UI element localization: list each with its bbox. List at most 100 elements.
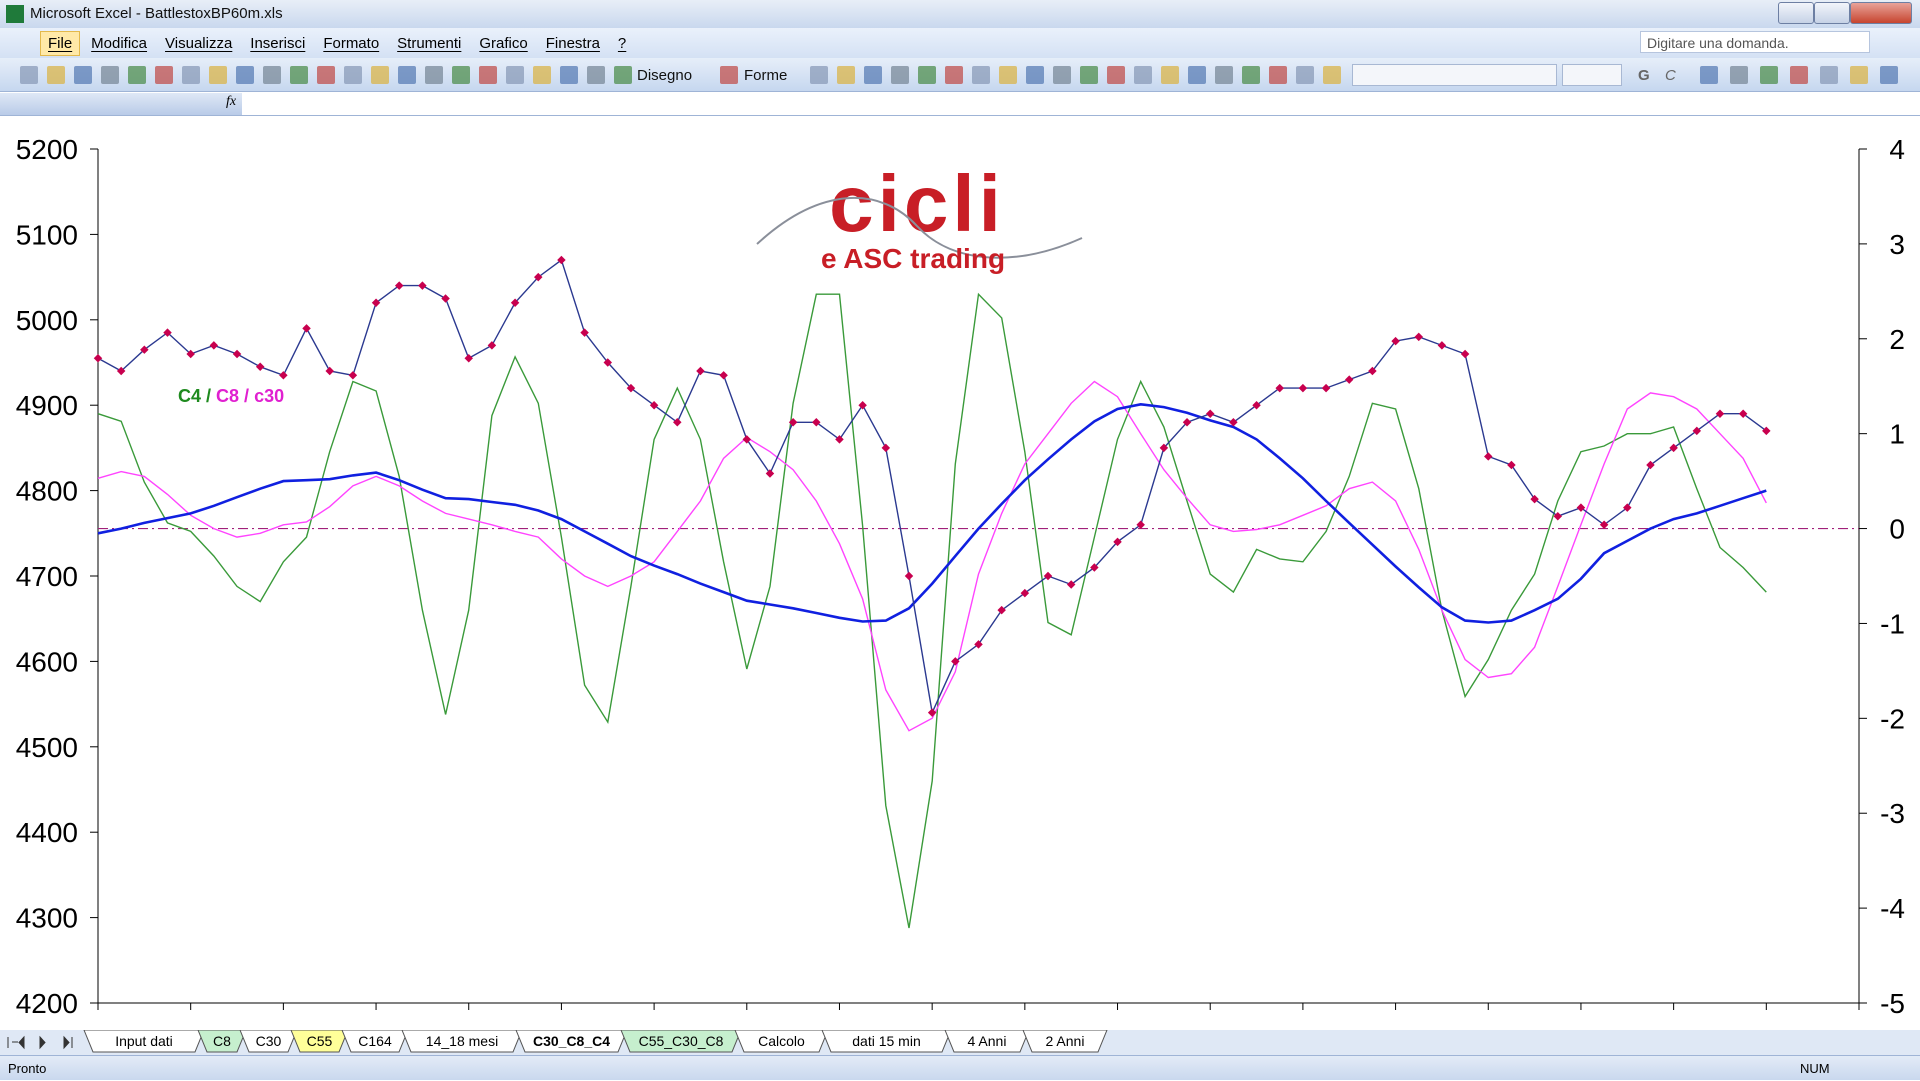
toolbar-button[interactable] xyxy=(74,66,92,84)
toolbar-button[interactable] xyxy=(864,66,882,84)
fx-icon[interactable]: fx xyxy=(226,94,237,109)
y-tick-label: 4900 xyxy=(16,390,78,421)
sheet-tab[interactable]: Calcolo xyxy=(734,1030,829,1053)
toolbar-button[interactable] xyxy=(918,66,936,84)
toolbar-button[interactable] xyxy=(1242,66,1260,84)
data-point xyxy=(325,366,334,376)
help-box[interactable]: Digitare una domanda. xyxy=(1640,31,1870,53)
toolbar-button[interactable] xyxy=(1269,66,1287,84)
toolbar-button[interactable] xyxy=(128,66,146,84)
toolbar-button[interactable] xyxy=(182,66,200,84)
toolbar-button[interactable] xyxy=(425,66,443,84)
sheet-tab[interactable]: dati 15 min xyxy=(821,1030,952,1053)
sheet-tab[interactable]: C55_C30_C8 xyxy=(620,1030,742,1053)
toolbar-button[interactable] xyxy=(155,66,173,84)
toolbar-button[interactable] xyxy=(1760,66,1778,84)
maximize-button[interactable] xyxy=(1814,2,1850,24)
toolbar-button[interactable] xyxy=(1026,66,1044,84)
data-point xyxy=(649,400,659,410)
data-point xyxy=(1762,426,1771,436)
menu-item[interactable]: ? xyxy=(617,34,627,52)
menu-item[interactable]: File xyxy=(40,30,81,56)
toolbar-button[interactable] xyxy=(587,66,605,84)
toolbar-button[interactable] xyxy=(972,66,990,84)
menu-item[interactable]: Grafico xyxy=(479,34,528,52)
toolbar-button[interactable] xyxy=(371,66,389,84)
tab-shape xyxy=(1022,1030,1108,1053)
italic-button[interactable]: C xyxy=(1665,67,1676,84)
toolbar-button[interactable] xyxy=(945,66,963,84)
toolbar-button[interactable] xyxy=(1730,66,1748,84)
bold-button[interactable]: G xyxy=(1638,67,1650,84)
y2-tick-label: 3 xyxy=(1889,229,1905,260)
y2-tick-label: 0 xyxy=(1889,514,1905,545)
toolbar-button[interactable] xyxy=(837,66,855,84)
toolbar-button[interactable] xyxy=(891,66,909,84)
toolbar-button[interactable] xyxy=(614,66,632,84)
toolbar-button[interactable] xyxy=(236,66,254,84)
toolbar-button[interactable] xyxy=(1161,66,1179,84)
shapes-menu[interactable]: Forme xyxy=(744,67,788,84)
data-point xyxy=(765,469,775,478)
font-combo[interactable] xyxy=(1352,64,1557,86)
minimize-button[interactable] xyxy=(1778,2,1814,24)
close-button[interactable] xyxy=(1850,2,1912,24)
toolbar-button[interactable] xyxy=(1296,66,1314,84)
toolbar-button[interactable] xyxy=(1215,66,1233,84)
menu-item[interactable]: Finestra xyxy=(545,34,600,52)
toolbar-button[interactable] xyxy=(47,66,65,84)
toolbar-button[interactable] xyxy=(1188,66,1206,84)
sheet-tab[interactable]: 4 Anni xyxy=(944,1030,1030,1053)
series-line xyxy=(97,380,1767,732)
toolbar-button[interactable] xyxy=(1053,66,1071,84)
sheet-tab[interactable]: C30 xyxy=(239,1030,298,1053)
toolbar-button[interactable] xyxy=(560,66,578,84)
menu-item[interactable]: Inserisci xyxy=(250,34,306,52)
sheet-tab[interactable]: C30_C8_C4 xyxy=(515,1030,628,1053)
toolbar-button[interactable] xyxy=(1134,66,1152,84)
toolbar-button[interactable] xyxy=(1850,66,1868,84)
toolbar-button[interactable] xyxy=(1080,66,1098,84)
sheet-tab[interactable]: 14_18 mesi xyxy=(401,1030,523,1053)
toolbar-button[interactable] xyxy=(20,66,38,84)
toolbar-button[interactable] xyxy=(1323,66,1341,84)
toolbar-button[interactable] xyxy=(999,66,1017,84)
data-point xyxy=(441,294,450,303)
toolbar-button[interactable] xyxy=(720,66,738,84)
toolbar-button[interactable] xyxy=(398,66,416,84)
data-point xyxy=(788,418,798,427)
sheet-tab[interactable]: C55 xyxy=(290,1030,349,1053)
toolbar-button[interactable] xyxy=(101,66,119,84)
toolbar-button[interactable] xyxy=(1880,66,1898,84)
sheet-tab[interactable]: Input dati xyxy=(83,1030,205,1053)
menu-item[interactable]: Visualizza xyxy=(165,34,233,52)
sheet-tab[interactable]: 2 Anni xyxy=(1022,1030,1108,1053)
tab-scroll-buttons[interactable] xyxy=(7,1035,73,1050)
sheet-tab[interactable]: C8 xyxy=(197,1030,247,1053)
toolbar-button[interactable] xyxy=(810,66,828,84)
toolbar-button[interactable] xyxy=(1790,66,1808,84)
toolbar-button[interactable] xyxy=(263,66,281,84)
toolbar-button[interactable] xyxy=(479,66,497,84)
tab-label: C55 xyxy=(307,1033,333,1049)
toolbar-button[interactable] xyxy=(506,66,524,84)
toolbar-button[interactable] xyxy=(533,66,551,84)
menu-item[interactable]: Modifica xyxy=(91,34,148,52)
size-combo[interactable] xyxy=(1562,64,1622,86)
toolbar-button[interactable] xyxy=(1700,66,1718,84)
toolbar-button[interactable] xyxy=(317,66,335,84)
toolbar-button[interactable] xyxy=(344,66,362,84)
sheet-tab[interactable]: C164 xyxy=(341,1030,409,1053)
toolbar-button[interactable] xyxy=(209,66,227,84)
data-point xyxy=(255,362,265,372)
name-box[interactable] xyxy=(0,93,242,115)
tab-shape xyxy=(821,1030,952,1053)
toolbar-button[interactable] xyxy=(1107,66,1125,84)
toolbar-button[interactable] xyxy=(1820,66,1838,84)
draw-menu[interactable]: Disegno xyxy=(637,67,693,84)
menu-item[interactable]: Formato xyxy=(323,34,380,52)
menu-item[interactable]: Strumenti xyxy=(397,34,462,52)
toolbar-button[interactable] xyxy=(290,66,308,84)
title-bar: Microsoft Excel - BattlestoxBP60m.xls xyxy=(0,0,1920,28)
toolbar-button[interactable] xyxy=(452,66,470,84)
